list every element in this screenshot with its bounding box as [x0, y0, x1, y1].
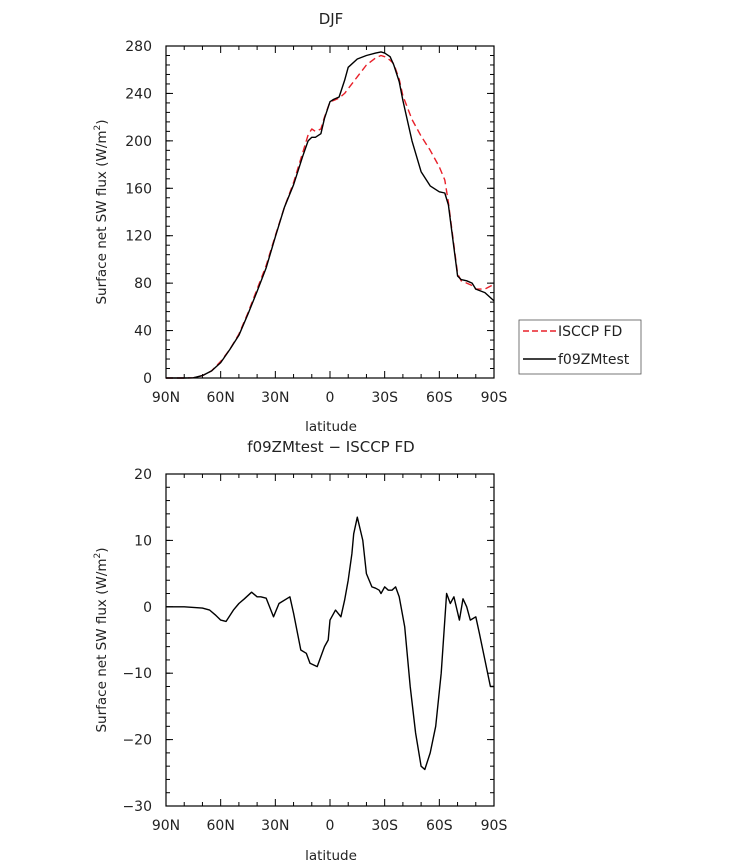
legend-box: [518, 319, 642, 375]
top-y-tick-label: 240: [125, 86, 152, 102]
bottom-x-tick-label: 90S: [481, 818, 508, 834]
top-x-tick-label: 60N: [207, 390, 235, 406]
top-panel: DJF 90N 60N 30N 0 30S 60S 90S 0 40 80 120 160 200 240…: [93, 10, 642, 435]
top-x-tick-label: 60S: [426, 390, 453, 406]
bottom-x-tick-label: 60N: [207, 818, 235, 834]
top-y-tick-label: 120: [125, 229, 152, 245]
bottom-x-tick-label: 60S: [426, 818, 453, 834]
top-series-line-2: [166, 51, 495, 379]
bottom-y-tick-label: 20: [134, 467, 152, 483]
bottom-x-tick-label: 0: [326, 818, 335, 834]
top-y-tick-label: 80: [134, 276, 152, 292]
top-x-axis-label: latitude: [305, 419, 357, 435]
legend-label-isccp: ISCCP FD: [558, 324, 622, 340]
bottom-x-tick-label: 30N: [261, 818, 289, 834]
top-y-tick-label: 160: [125, 181, 152, 197]
top-x-tick-label: 30S: [371, 390, 398, 406]
bottom-x-tick-label: 30S: [371, 818, 398, 834]
top-y-axis-label: Surface net SW flux (W/m2): [93, 119, 110, 304]
bottom-y-tick-label: −30: [122, 799, 152, 815]
top-y-tick-label: 40: [134, 324, 152, 340]
top-series-lines: [166, 51, 495, 379]
legend: ISCCP FD f09ZMtest: [518, 319, 642, 375]
top-y-tick-label: 280: [125, 39, 152, 55]
top-x-tick-label: 90S: [481, 390, 508, 406]
bottom-chart-title: f09ZMtest − ISCCP FD: [247, 438, 414, 456]
bottom-x-axis-label: latitude: [305, 848, 357, 864]
top-y-tick-label: 200: [125, 134, 152, 150]
top-chart-title: DJF: [319, 10, 344, 28]
bottom-y-axis-label: Surface net SW flux (W/m2): [93, 547, 110, 732]
bottom-y-tick-label: 10: [134, 533, 152, 549]
bottom-panel: f09ZMtest − ISCCP FD 90N 60N 30N 0 30S 60S 90S…: [93, 438, 507, 864]
bottom-series-lines: [166, 516, 494, 771]
top-x-tick-label: 0: [326, 390, 335, 406]
top-axis-ticks: 90N 60N 30N 0 30S 60S 90S 0 40 80 120 160 200 240 280: [125, 39, 507, 406]
bottom-axis-ticks: 90N 60N 30N 0 30S 60S 90S −30 −20 −10 0 10 20: [122, 467, 507, 834]
top-y-tick-label: 0: [143, 371, 152, 387]
top-plot-frame: [165, 45, 495, 379]
bottom-y-tick-label: 0: [143, 600, 152, 616]
bottom-y-tick-label: −10: [122, 666, 152, 682]
bottom-series-line-1: [166, 516, 494, 771]
legend-label-model: f09ZMtest: [558, 352, 630, 368]
bottom-y-tick-label: −20: [122, 733, 152, 749]
top-x-tick-label: 90N: [152, 390, 180, 406]
top-x-tick-label: 30N: [261, 390, 289, 406]
bottom-x-tick-label: 90N: [152, 818, 180, 834]
bottom-plot-frame: [165, 473, 495, 807]
